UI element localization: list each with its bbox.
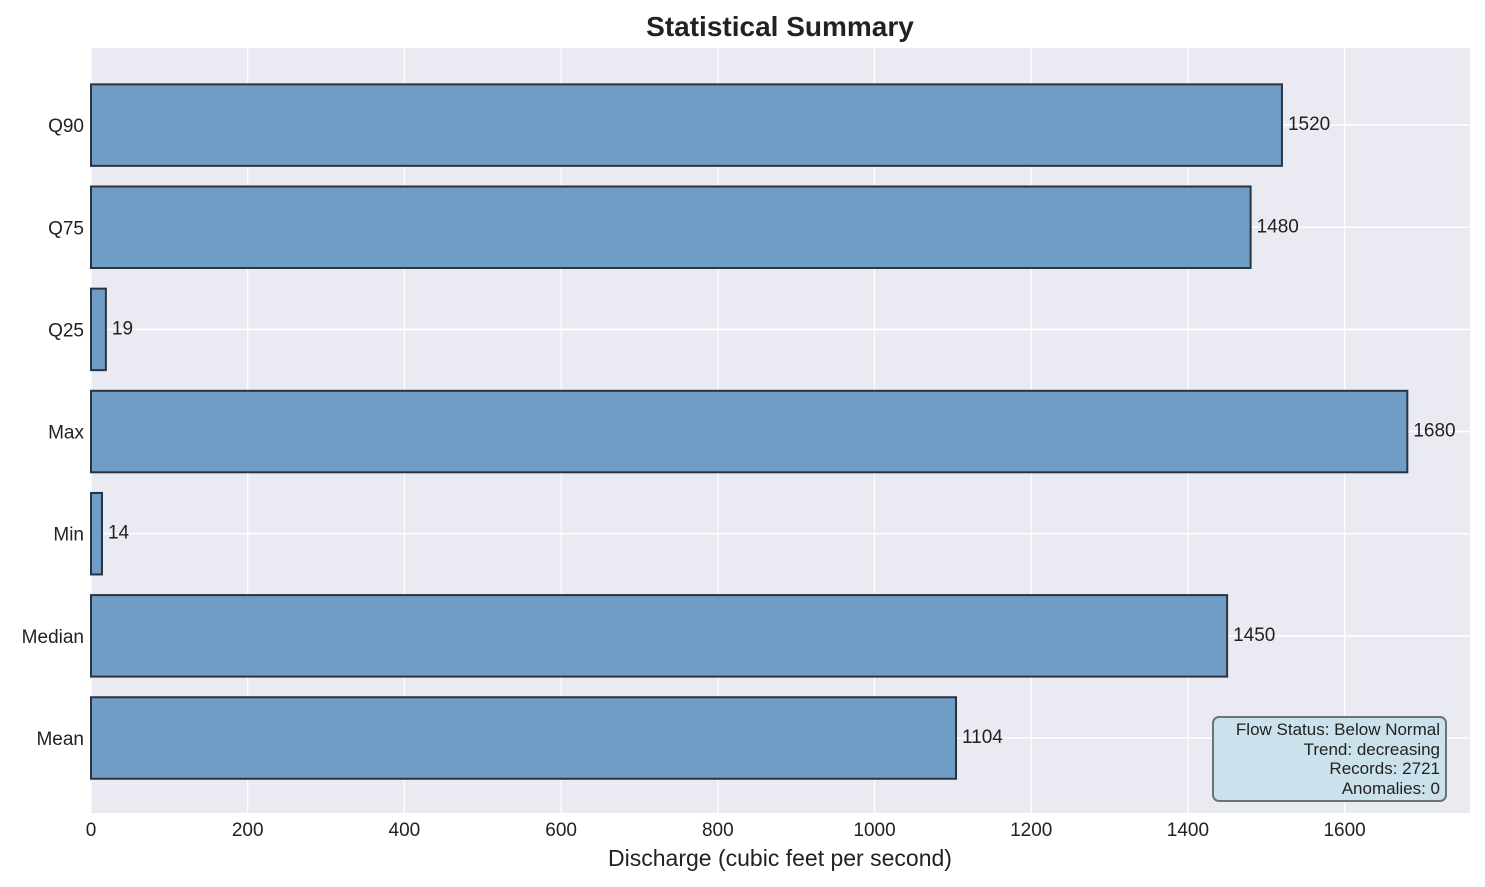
- value-label: 1104: [962, 727, 1003, 748]
- info-anomalies: Anomalies: 0: [1341, 778, 1440, 798]
- value-label: 1480: [1257, 216, 1299, 237]
- x-tick-label: 800: [702, 820, 734, 841]
- info-box: Flow Status: Below Normal Trend: decreas…: [1212, 716, 1447, 802]
- x-tick-labels: 0 200 400 600 800 1000 1200 1400 1600: [86, 820, 1366, 841]
- x-tick-label: 600: [545, 820, 577, 841]
- bar-max: [90, 389, 1409, 474]
- info-records: Records: 2721: [1329, 759, 1440, 778]
- x-tick-label: 1200: [1010, 820, 1052, 841]
- x-tick-label: 0: [86, 820, 97, 841]
- bar-median: [90, 594, 1229, 678]
- x-tick-label: 200: [232, 820, 264, 841]
- value-label: 1450: [1233, 625, 1275, 646]
- chart-title: Statistical Summary: [646, 11, 914, 42]
- bar-q25: [90, 287, 107, 372]
- bar-q75: [90, 185, 1252, 269]
- bar-mean: [90, 696, 958, 780]
- value-label: 1680: [1413, 421, 1455, 442]
- x-axis-label: Discharge (cubic feet per second): [608, 845, 952, 871]
- info-trend: Trend: decreasing: [1303, 739, 1440, 759]
- x-tick-label: 1000: [853, 820, 895, 841]
- y-tick-label: Min: [53, 525, 84, 546]
- y-tick-label: Median: [22, 627, 84, 648]
- y-tick-label: Mean: [36, 729, 84, 750]
- value-labels: 1104 1450 14 1680 19 1480 1520: [108, 114, 1456, 748]
- y-tick-label: Max: [48, 423, 84, 444]
- x-tick-label: 400: [389, 820, 421, 841]
- y-tick-labels: Mean Median Min Max Q25 Q75 Q90: [22, 116, 85, 750]
- value-label: 1520: [1288, 114, 1330, 135]
- y-tick-label: Q90: [48, 116, 84, 137]
- x-tick-label: 1400: [1167, 820, 1209, 841]
- x-tick-label: 1600: [1323, 820, 1365, 841]
- bar-min: [90, 491, 103, 576]
- info-flow-status: Flow Status: Below Normal: [1235, 720, 1440, 739]
- value-label: 19: [112, 318, 133, 339]
- y-tick-label: Q25: [48, 320, 84, 341]
- bars: [90, 83, 1409, 780]
- value-label: 14: [108, 523, 130, 544]
- bar-q90: [90, 83, 1283, 167]
- y-tick-label: Q75: [48, 218, 84, 239]
